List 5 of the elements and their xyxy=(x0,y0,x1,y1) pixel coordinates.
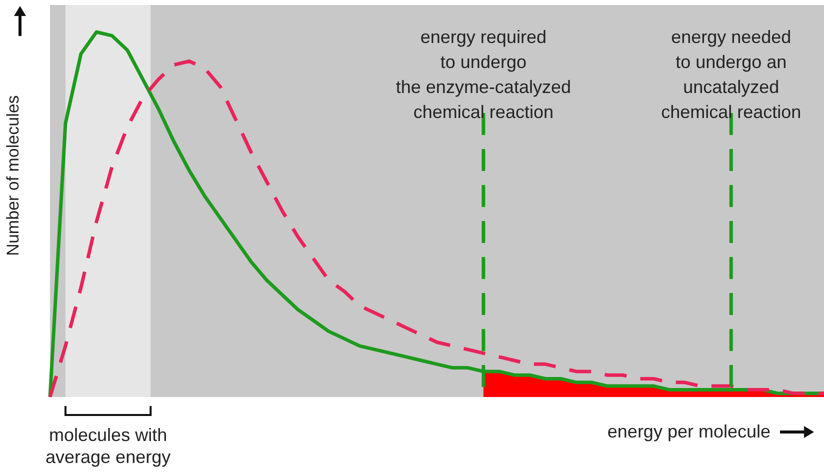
text: molecules with average energy xyxy=(46,425,171,467)
x-axis-title: energy per molecule xyxy=(607,422,770,442)
annotation: energy required to undergo the enzyme-catalyzed chemical reaction xyxy=(396,27,571,122)
annotation: energy needed to undergo an uncatalyzed chemical reaction xyxy=(661,27,802,122)
y-axis-title: Number of molecules xyxy=(4,95,22,256)
